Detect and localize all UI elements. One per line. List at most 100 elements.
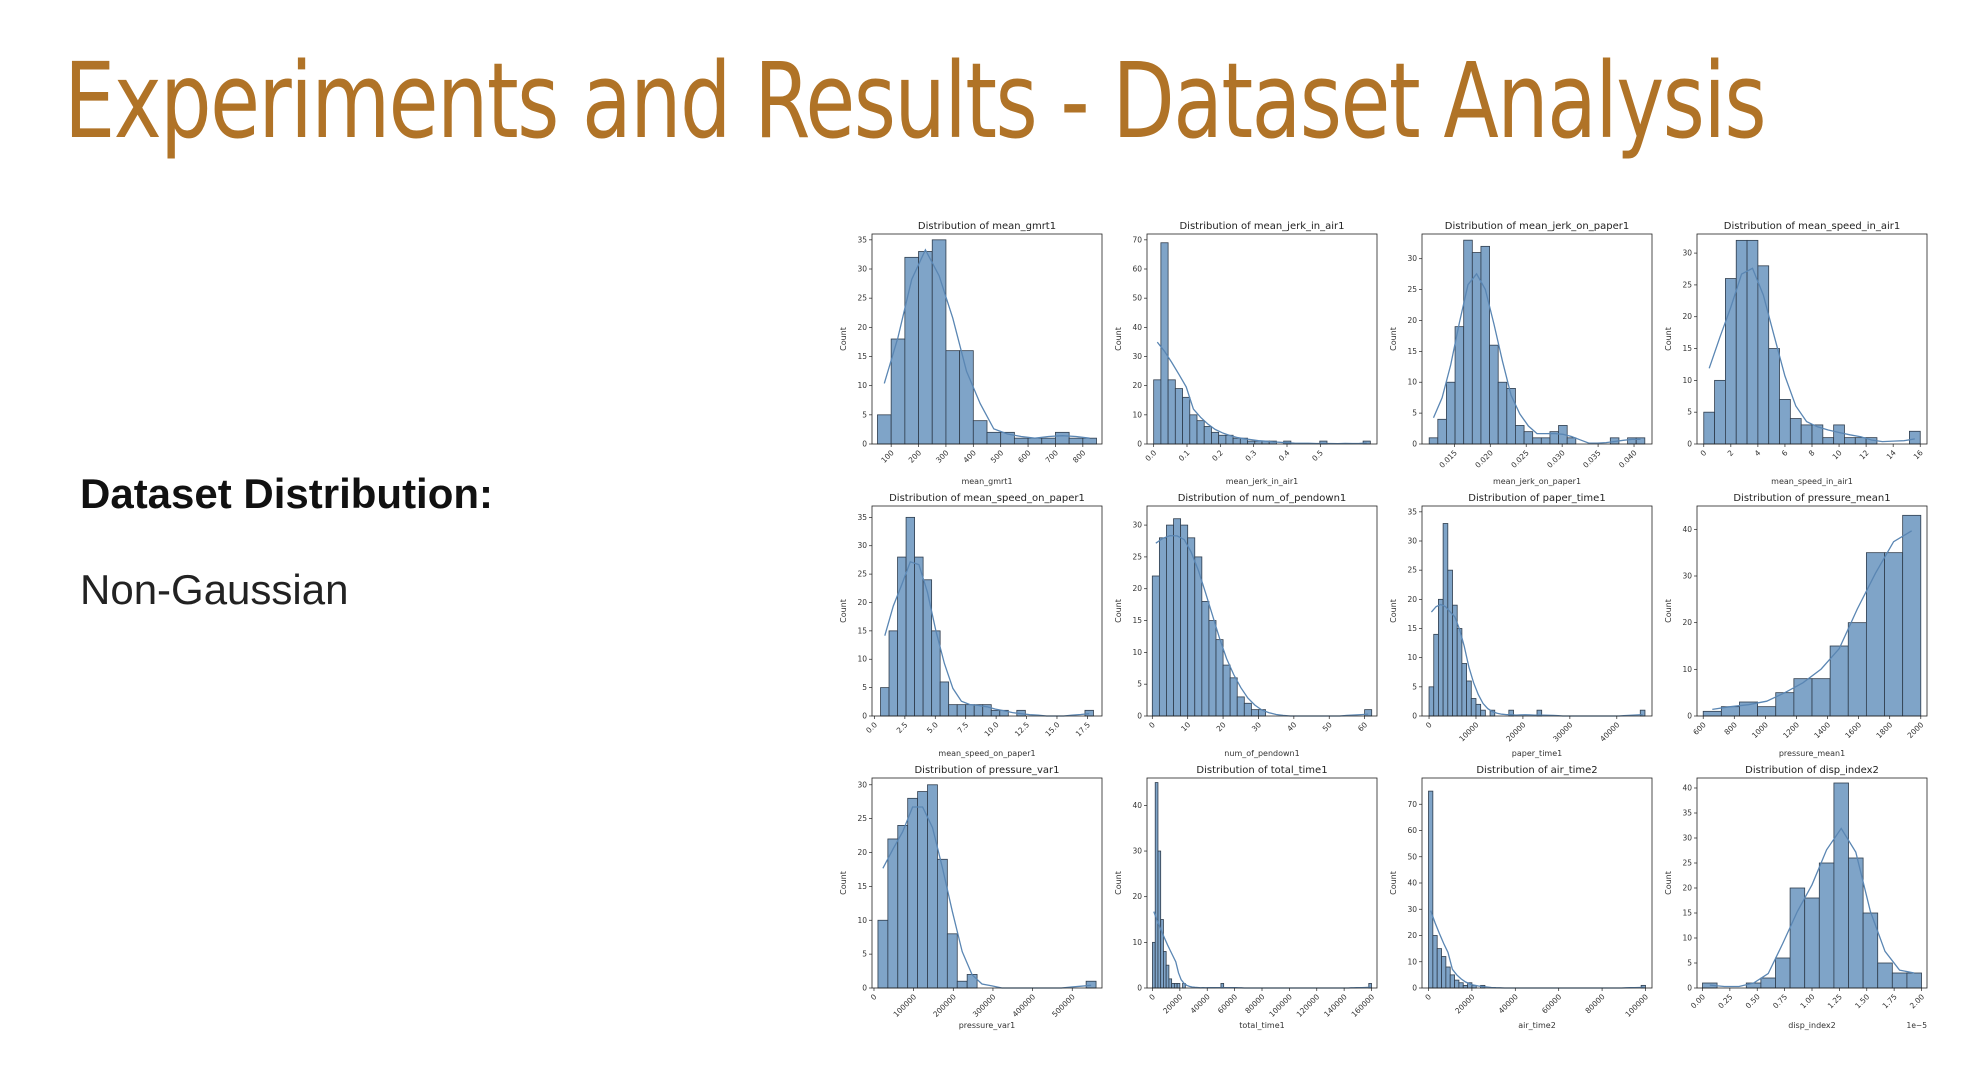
y-tick-label: 5: [1687, 959, 1692, 968]
x-tick-label: 0: [1423, 992, 1433, 1002]
histogram-bar: [877, 414, 892, 445]
x-tick-label: 50: [1321, 720, 1334, 733]
y-tick-label: 20: [1132, 584, 1142, 593]
histogram-bar: [1171, 983, 1175, 989]
histogram-bar: [1203, 426, 1212, 445]
x-axis-label: mean_speed_in_air1: [1771, 477, 1853, 486]
x-tick-label: 120000: [1295, 992, 1322, 1019]
histogram-bar: [1454, 326, 1465, 445]
histogram-9: Distribution of pressure_var1 0 5 10 15 20 25 3…: [839, 765, 1103, 1030]
histogram-bar: [1084, 709, 1094, 717]
y-tick-label: 15: [857, 882, 867, 891]
y-tick-label: 25: [857, 570, 867, 579]
y-tick-label: 25: [857, 294, 867, 303]
histogram-bar: [1811, 678, 1831, 717]
histogram-bar: [1218, 434, 1227, 445]
histogram-bar: [1211, 431, 1220, 445]
kde-curve: [1156, 341, 1367, 445]
histogram-bar: [1436, 948, 1442, 989]
histogram-bar: [1848, 857, 1864, 989]
chart-title: Distribution of disp_index2: [1745, 765, 1879, 776]
y-tick-label: 0: [862, 440, 867, 449]
histogram-bar: [1725, 278, 1737, 445]
histogram-bar: [956, 980, 968, 989]
x-axis-label: num_of_pendown1: [1224, 749, 1299, 758]
x-axis-label: mean_speed_on_paper1: [938, 749, 1035, 758]
chart-title: Distribution of pressure_var1: [914, 765, 1059, 776]
y-tick-label: 5: [1137, 680, 1142, 689]
x-tick-label: 14: [1885, 448, 1898, 461]
histogram-bar: [1154, 782, 1159, 989]
histogram-bar: [922, 579, 933, 717]
histogram-bar: [1471, 252, 1482, 445]
histogram-bar: [1523, 431, 1534, 445]
x-axis-label: total_time1: [1239, 1021, 1284, 1030]
y-axis-label: Count: [1389, 327, 1398, 351]
histogram-bar: [1441, 956, 1447, 989]
x-tick-label: 140000: [1322, 992, 1349, 1019]
x-tick-label: 800: [1071, 448, 1088, 465]
histogram-bar: [1174, 388, 1183, 445]
x-tick-label: 1.25: [1826, 992, 1844, 1010]
y-tick-label: 30: [1407, 254, 1417, 263]
y-tick-label: 10: [1682, 665, 1692, 674]
x-tick-label: 500000: [1050, 992, 1077, 1019]
histogram-6: Distribution of num_of_pendown1 0 5 10 15 20 2…: [1114, 493, 1378, 758]
x-tick-label: 600: [1016, 448, 1033, 465]
histogram-bar: [1877, 962, 1893, 989]
histogram-bar: [1822, 437, 1835, 445]
y-tick-label: 30: [1682, 834, 1692, 843]
x-tick-label: 0.030: [1545, 448, 1567, 470]
histogram-bar: [1854, 437, 1867, 445]
histogram-bar: [897, 556, 907, 717]
histogram-bar: [1449, 974, 1455, 989]
y-tick-label: 15: [1407, 347, 1417, 356]
y-tick-label: 30: [857, 265, 867, 274]
x-tick-label: 200: [907, 448, 924, 465]
y-axis-label: Count: [1664, 327, 1673, 351]
histogram-bar: [956, 704, 967, 717]
y-axis-label: Count: [839, 327, 848, 351]
histogram-bar: [1153, 379, 1162, 445]
y-tick-label: 30: [1682, 249, 1692, 258]
histogram-bar: [1714, 379, 1726, 445]
histogram-bar: [959, 350, 974, 445]
histogram-bar: [1187, 537, 1196, 717]
y-tick-label: 35: [857, 235, 867, 244]
x-tick-label: 40: [1285, 720, 1298, 733]
y-tick-label: 15: [1407, 624, 1417, 633]
x-tick-label: 7.5: [955, 720, 970, 735]
y-tick-label: 0: [1137, 984, 1142, 993]
y-axis-label: Count: [1389, 599, 1398, 623]
histogram-bar: [1735, 239, 1748, 445]
x-tick-label: 1200: [1781, 720, 1801, 740]
histogram-bar: [1847, 622, 1867, 717]
histogram-bar: [905, 516, 915, 717]
slide-title: Experiments and Results - Dataset Analys…: [64, 40, 1767, 162]
histogram-bar: [1176, 983, 1181, 989]
histogram-bar: [1458, 982, 1464, 989]
y-axis-label: Count: [839, 871, 848, 895]
histogram-bar: [946, 933, 958, 989]
histogram-bar: [1167, 379, 1176, 445]
histogram-bar: [1703, 411, 1715, 445]
kde-curve: [1712, 530, 1913, 711]
histogram-bar: [880, 687, 890, 717]
y-axis-label: Count: [1114, 327, 1123, 351]
histogram-bar: [1247, 440, 1256, 445]
y-tick-label: 5: [1412, 682, 1417, 691]
chart-title: Distribution of total_time1: [1196, 765, 1327, 776]
histogram-bar: [1243, 702, 1252, 717]
y-tick-label: 50: [1132, 294, 1142, 303]
x-tick-label: 40000: [1598, 720, 1621, 743]
histogram-bar: [1041, 437, 1056, 445]
x-tick-label: 1.75: [1881, 992, 1899, 1010]
y-tick-label: 0: [1412, 984, 1417, 993]
x-tick-label: 1600: [1843, 720, 1863, 740]
x-tick-label: 0.035: [1581, 448, 1603, 470]
histogram-bar: [1515, 425, 1525, 445]
histogram-bar: [1432, 935, 1438, 989]
histogram-bar: [1566, 437, 1577, 445]
y-tick-label: 30: [1682, 572, 1692, 581]
y-tick-label: 60: [1407, 826, 1417, 835]
